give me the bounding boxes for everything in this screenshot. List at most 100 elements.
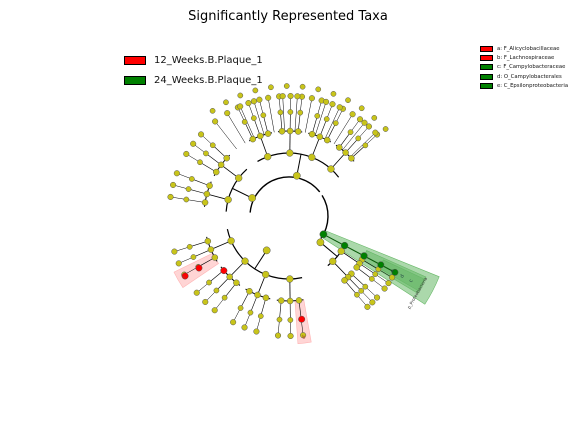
clade-letter-c: c: [408, 278, 415, 283]
genus-node: [308, 95, 315, 102]
family-node: [186, 243, 193, 250]
family-node: [183, 196, 190, 203]
genus-node: [373, 294, 381, 301]
genus-node: [241, 324, 248, 331]
phylum-node: [262, 246, 271, 255]
genus-node: [294, 93, 301, 100]
genus-node: [202, 298, 209, 306]
genus-node: [256, 96, 263, 103]
genus-node: [315, 86, 322, 93]
order-node: [348, 155, 355, 162]
order-node: [342, 149, 349, 156]
legend-swatch-12-weeks: [124, 55, 146, 65]
phylum-node: [316, 238, 325, 247]
leaf-edge: [315, 101, 327, 136]
family-node: [354, 291, 360, 298]
class-node: [235, 174, 243, 182]
class-node: [308, 153, 316, 161]
genus-node: [330, 90, 337, 97]
family-node: [287, 109, 294, 115]
family-node: [277, 109, 284, 116]
order-node: [323, 136, 331, 144]
order-node: [204, 237, 212, 245]
taxa-legend: a: F_Alicyclobacillaceae b: F_Lachnospir…: [480, 44, 576, 90]
genus-node: [268, 84, 274, 91]
cladogram-nodes: [167, 83, 399, 340]
leaf-edge: [294, 96, 298, 132]
taxa-label-e: e: C_Epsilonproteobacteria: [497, 82, 569, 89]
genus-node: [190, 140, 197, 147]
taxon-node-e-2: [340, 241, 349, 250]
taxa-label-d: d: O_Campylobacterales: [497, 73, 562, 80]
leaf-edge: [282, 96, 285, 132]
class-edge: [257, 274, 267, 296]
leaf-edge: [304, 98, 313, 133]
genus-node: [345, 97, 351, 104]
genus-node: [171, 248, 178, 255]
order-node: [246, 287, 253, 295]
genus-node: [372, 129, 379, 136]
family-node: [362, 283, 369, 290]
genus-node: [356, 116, 364, 123]
genus-node: [193, 289, 200, 296]
clade-letter-d: d: [399, 274, 406, 280]
family-node: [241, 119, 248, 125]
taxon-node-b: [298, 315, 306, 323]
family-node: [297, 109, 304, 116]
class-node: [337, 247, 345, 255]
class-edge: [332, 261, 349, 278]
class-edge: [220, 164, 239, 179]
taxa-legend-entry-c: c: F_Campylobacteraceae: [480, 63, 576, 72]
family-node: [332, 120, 339, 126]
family-node: [251, 115, 257, 121]
order-node: [286, 127, 294, 135]
family-node: [237, 305, 244, 311]
order-node: [206, 182, 213, 189]
class-edge: [311, 136, 321, 158]
genus-node: [224, 110, 231, 117]
order-node: [336, 144, 343, 151]
family-node: [260, 112, 267, 119]
order-node: [316, 133, 324, 141]
order-node: [277, 297, 285, 304]
taxon-node-c-2: [391, 268, 399, 276]
order-node: [262, 294, 270, 302]
genus-node: [170, 181, 177, 188]
order-node: [264, 130, 272, 137]
taxa-label-c: c: F_Campylobacteraceae: [497, 64, 566, 71]
genus-node: [279, 93, 286, 100]
taxa-legend-entry-e: e: C_Epsilonproteobacteria: [480, 81, 576, 90]
taxa-legend-entry-b: b: F_Lachnospiraceae: [480, 53, 576, 62]
order-node: [341, 277, 348, 284]
order-node: [254, 291, 261, 299]
order-node: [233, 279, 240, 287]
clade-highlights: [173, 230, 440, 345]
family-node: [347, 129, 354, 136]
genus-node: [209, 107, 216, 114]
genus-node: [349, 111, 356, 118]
class-node: [224, 196, 232, 204]
genus-node: [358, 105, 365, 112]
family-node: [197, 159, 203, 166]
genus-node: [211, 307, 218, 314]
class-edge: [229, 260, 246, 278]
class-edge: [210, 240, 232, 250]
genus-node: [382, 126, 389, 132]
order-node: [249, 135, 257, 143]
family-node: [358, 287, 365, 294]
class-edge: [206, 193, 229, 201]
order-node: [286, 297, 294, 305]
order-node: [211, 254, 219, 261]
family-node: [368, 276, 375, 282]
clade-letter-b: b: [302, 334, 306, 340]
family-node: [188, 176, 195, 182]
order-node: [226, 273, 233, 281]
genus-node: [323, 98, 330, 105]
genus-node: [265, 94, 272, 101]
taxa-swatch-a: [480, 45, 493, 52]
legend-entry-24-weeks: 24_Weeks.B.Plaque_1: [124, 70, 263, 90]
genus-node: [245, 100, 252, 107]
order-node: [294, 128, 302, 135]
phylum-node: [292, 171, 301, 180]
